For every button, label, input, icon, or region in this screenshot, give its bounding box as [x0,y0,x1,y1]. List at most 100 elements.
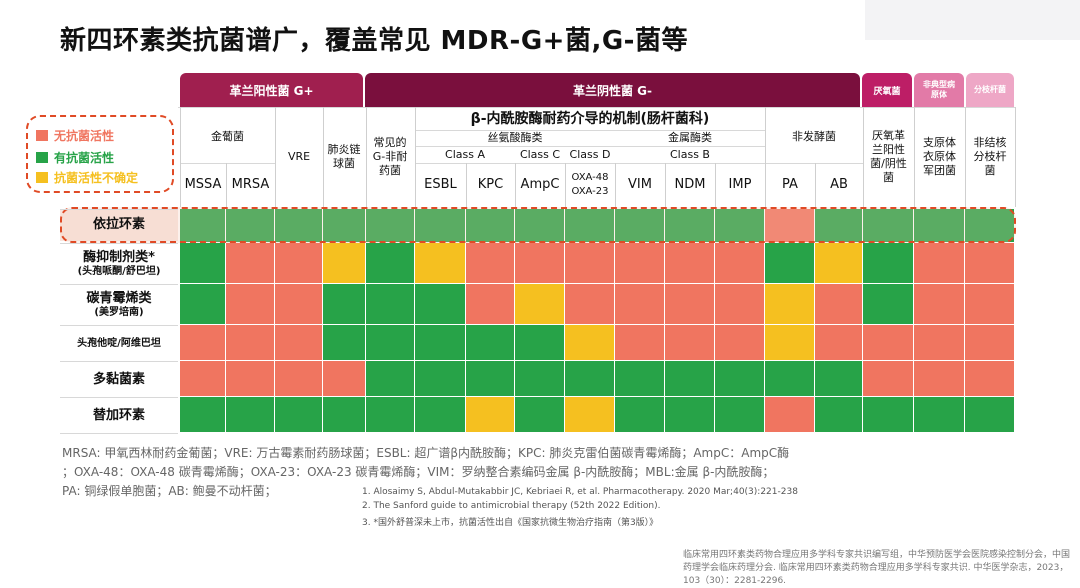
legend-label-uncertain: 抗菌活性不确定 [54,171,139,185]
activity-cell [323,284,366,325]
activity-cell [665,361,715,397]
reference-1: 1. Alosaimy S, Abdul-Mutakabbir JC, Kebr… [362,487,798,497]
abbreviation-line-3: PA: 铜绿假单胞菌；AB: 鲍曼不动杆菌； [62,484,277,498]
eravacycline-highlight [60,207,1016,243]
activity-cell [565,397,615,433]
activity-cell [715,284,765,325]
row-label-main: 多黏菌素 [92,372,145,387]
row-label-sub: (头孢哌酮/舒巴坦) [77,266,161,277]
atypical-header: 非典型病原体 [914,73,964,107]
activity-cell [914,325,965,361]
column-header: MRSA [231,177,270,192]
activity-cell [415,325,466,361]
activity-cell [415,284,466,325]
activity-cell [765,284,815,325]
activity-cell [515,361,565,397]
abbreviation-line-2: ；OXA-48：OXA-48 碳青霉烯酶；OXA-23：OXA-23 碳青霉烯酶… [62,465,775,479]
activity-cell [275,284,323,325]
column-header: MSSA [184,177,222,192]
activity-cell [665,243,715,284]
row-label-main: 酶抑制剂类* [83,250,155,265]
activity-cell [323,361,366,397]
activity-cell [275,325,323,361]
legend-label-none: 无抗菌活性 [54,129,115,143]
activity-cell [565,284,615,325]
row-label-main: 替加环素 [92,408,145,423]
activity-cell [180,397,226,433]
activity-cell [366,361,415,397]
abbreviation-line-1: MRSA: 甲氧西林耐药金葡菌；VRE: 万古霉素耐药肠球菌；ESBL: 超广谱… [62,446,790,460]
legend-swatch-red [36,130,48,141]
activity-cell [914,397,965,433]
column-header: AmpC [520,177,560,192]
activity-cell [565,361,615,397]
subheader-class-a: Class A [445,148,485,161]
activity-cell [275,397,323,433]
mycobacterium-header: 分枝杆菌 [966,73,1014,107]
activity-cell [323,397,366,433]
column-header: PA [782,177,798,192]
activity-cell [965,284,1015,325]
legend: 无抗菌活性 有抗菌活性 抗菌活性不确定 [26,115,174,193]
column-header: KPC [477,177,504,192]
subheader-nonferm: 非发酵菌 [792,130,836,143]
activity-cell [366,243,415,284]
subheader-blactam: β-内酰胺酶耐药介导的机制(肠杆菌科) [470,111,710,127]
activity-cell [914,243,965,284]
activity-cell [615,284,665,325]
activity-cell [226,325,275,361]
activity-cell [765,397,815,433]
subheader-mycobact: 非结核分枝杆菌 [973,136,1007,177]
activity-cell [815,361,863,397]
activity-cell [715,325,765,361]
subheader-staph: 金葡菌 [211,130,244,143]
activity-cell [914,361,965,397]
subheader-class-c: Class C [519,148,561,161]
activity-cell [815,243,863,284]
activity-cell [765,325,815,361]
activity-cell [515,243,565,284]
activity-cell [765,243,815,284]
row-label-main: 依拉环素 [92,217,145,232]
column-header: AB [830,177,848,192]
row-label-tigecycline: 替加环素 [60,399,178,433]
page-title: 新四环素类抗菌谱广，覆盖常见 MDR-G+菌,G-菌等 [60,26,688,56]
subheader-vre: VRE [287,150,311,163]
column-header: VIM [628,177,652,192]
activity-cell [275,361,323,397]
column-header: OXA-48 OXA-23 [571,172,609,197]
row-label-eravacycline: 依拉环素 [60,209,178,241]
activity-cell [275,243,323,284]
row-label-carbapenem: 碳青霉烯类 (美罗培南) [60,286,178,324]
activity-cell [615,361,665,397]
activity-cell [180,361,226,397]
activity-cell [914,284,965,325]
activity-cell [863,243,914,284]
column-header: ESBL [424,177,457,192]
legend-item-active: 有抗菌活性 [36,149,114,166]
activity-cell [715,397,765,433]
gram-negative-header: 革兰阴性菌 G- [365,73,860,107]
subheader-anaerobe: 厌氧革兰阳性菌/阴性菌 [870,129,907,184]
activity-cell [615,325,665,361]
subheader-class-d: Class D [569,148,611,161]
activity-cell [815,325,863,361]
activity-cell [965,397,1015,433]
highlight-row-bg [60,209,178,241]
activity-cell [466,361,515,397]
activity-cell [965,243,1015,284]
activity-cell [715,361,765,397]
activity-cell [180,284,226,325]
legend-item-none: 无抗菌活性 [36,127,114,144]
activity-cell [415,397,466,433]
activity-cell [366,397,415,433]
activity-cell [466,243,515,284]
activity-cell [914,209,965,243]
legend-swatch-green [36,152,48,163]
activity-cell [615,397,665,433]
subheader-metallo: 金属酶类 [668,131,712,144]
column-header: NDM [674,177,706,192]
activity-cell [665,284,715,325]
activity-cell [965,361,1015,397]
activity-cell [965,325,1015,361]
